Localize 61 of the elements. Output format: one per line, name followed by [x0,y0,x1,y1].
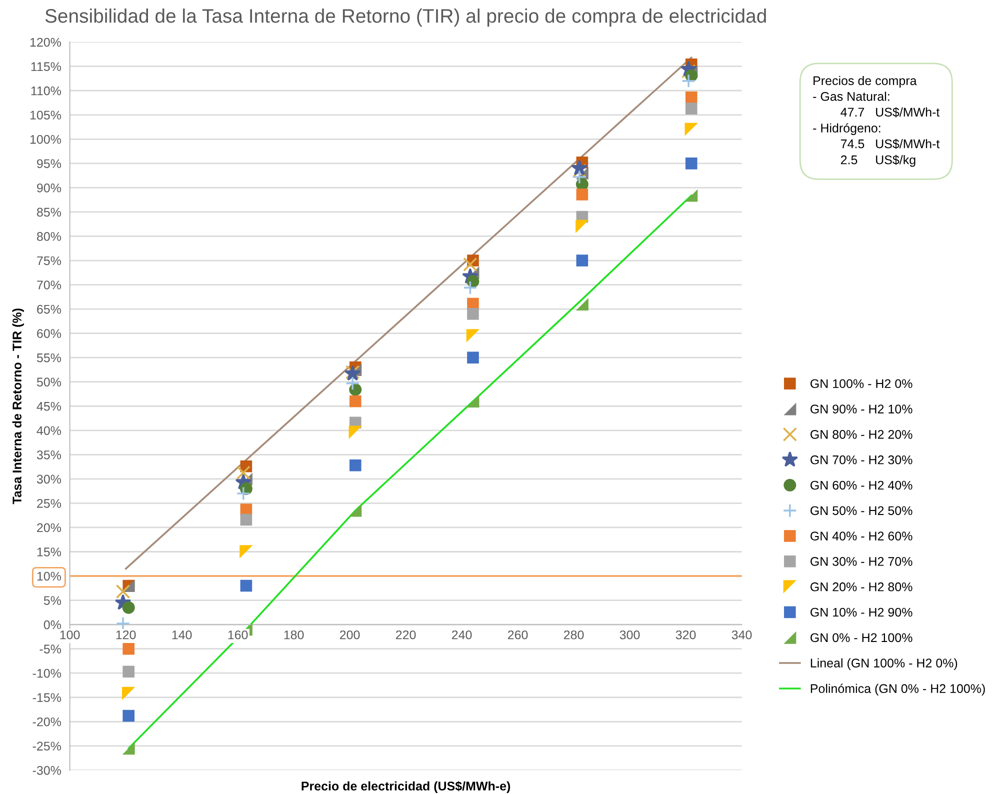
y-tick-label: 5% [44,596,62,605]
legend-label: GN 100% - H2 0% [810,379,912,388]
y-tick-label: 105% [30,110,62,120]
legend-label: GN 60% - H2 40% [810,480,912,490]
y-tick-label: 0% [44,620,62,630]
legend-label: GN 30% - H2 70% [810,557,912,566]
x-tick-label: 140 [172,630,192,640]
x-tick-label: 240 [452,630,472,640]
y-tick-label: 110% [31,86,62,96]
y-tick-label: 60% [37,329,62,338]
y-tick-label: 70% [37,280,62,290]
chart-title: Sensibilidad de la Tasa Interna de Retorno (TIR) al precio de compra de electricidad [45,8,766,27]
y-tick-label: 35% [36,450,62,460]
y-tick-label: 40% [36,426,62,436]
y-tick-label: 20% [37,523,62,532]
legend-label: GN 80% - H2 20% [810,430,912,439]
y-tick-label: 80% [36,232,62,241]
legend-label: GN 40% - H2 60% [810,532,912,540]
x-axis-title: Precio de electricidad (US$/MWh-e) [302,781,510,793]
x-tick-label: 160 [228,630,248,640]
y-tick-label: 15% [37,548,62,556]
y-tick-label: 10% [37,572,62,581]
x-tick-label: 200 [340,630,360,640]
legend-label: GN 70% - H2 30% [810,455,912,464]
y-tick-label: 90% [37,184,62,192]
y-tick-label: -5% [40,644,62,654]
x-tick-label: 260 [508,630,528,640]
y-tick-label: 55% [36,353,62,362]
y-axis-title: Tasa Interna de Retorno - TIR (%) [12,308,24,504]
y-tick-label: 45% [36,402,62,411]
y-tick-label: 65% [37,304,62,314]
legend-label: GN 90% - H2 10% [810,404,912,414]
y-tick-label: 75% [37,256,62,266]
legend-label: Polinómica (GN 0% - H2 100%) [810,684,985,696]
y-tick-label: -30% [32,766,62,775]
y-tick-label: -20% [32,717,62,726]
x-tick-label: 120 [116,630,136,640]
text: Precios de compra - Gas Natural: 47.7 US$/MWh-t - Hidrógeno: 74.5 US$/MWh-t 2.5 US$/kg [813,76,940,167]
y-tick-label: 115% [31,62,62,72]
y-tick-label: -10% [32,668,62,678]
x-tick-label: 180 [284,630,304,640]
x-tick-label: 100 [60,630,80,640]
y-tick-label: 30% [36,474,62,484]
y-tick-label: 95% [37,159,62,168]
y-tick-label: 50% [36,378,62,387]
y-tick-label: -15% [32,693,62,702]
legend-label: GN 50% - H2 50% [810,506,912,516]
y-tick-label: 120% [30,38,62,47]
legend-label: GN 10% - H2 90% [810,608,912,617]
x-tick-label: 220 [396,630,416,640]
y-tick-label: 85% [36,208,62,217]
x-tick-label: 320 [676,630,696,640]
legend-label: GN 0% - H2 100% [810,633,912,642]
y-tick-label: 25% [37,499,62,508]
x-tick-label: 340 [732,630,752,640]
x-tick-label: 300 [620,630,640,640]
y-tick-label: 100% [30,134,62,144]
y-tick-label: -25% [32,742,62,751]
legend-label: GN 20% - H2 80% [810,582,912,592]
x-tick-label: 280 [564,630,584,640]
legend-label: Lineal (GN 100% - H2 0%) [810,658,958,670]
